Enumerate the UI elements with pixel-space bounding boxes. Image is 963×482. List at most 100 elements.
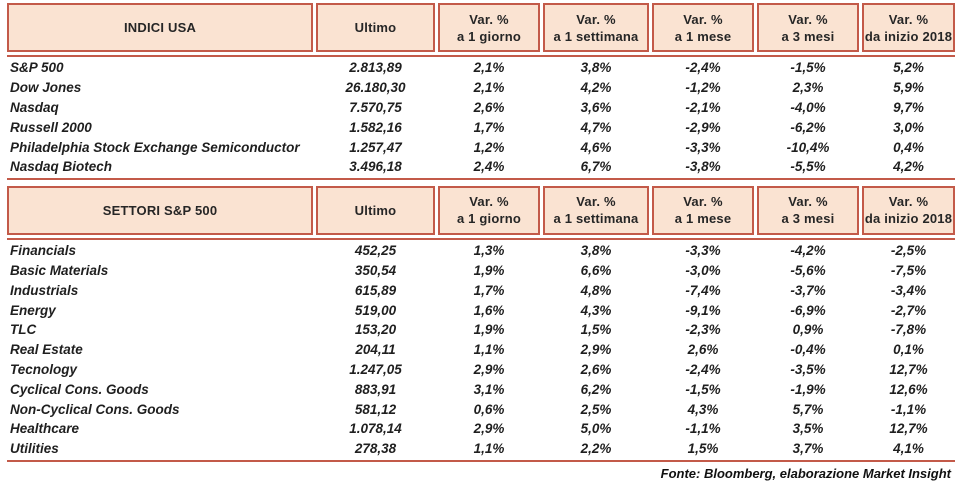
value-var-3-mesi: -1,5% <box>790 60 826 76</box>
header-period-label: a 1 mese <box>674 28 732 44</box>
row-label: S&P 500 <box>10 60 64 76</box>
value-var-1-mese: -2,1% <box>685 99 721 115</box>
header-cell-var-1-giorno: Var. % a 1 giorno <box>438 185 540 235</box>
table-row: Russell 2000 1.582,16 1,7% 4,7% -2,9% -6… <box>7 117 955 137</box>
value-var-inizio-2018: 4,1% <box>893 441 924 457</box>
header-var-label: Var. % <box>576 11 616 27</box>
header-var-label: Var. % <box>888 194 929 210</box>
header-divider-rule <box>7 237 955 240</box>
header-cell-var-inizio-2018: Var. % da inizio 2018 <box>862 3 955 52</box>
table-row: S&P 500 2.813,89 2,1% 3,8% -2,4% -1,5% 5… <box>7 58 955 78</box>
value-var-3-mesi: -5,5% <box>790 159 826 175</box>
header-ultimo-text: Ultimo <box>354 20 397 35</box>
value-var-1-settimana: 2,6% <box>580 361 612 377</box>
value-var-1-mese: -1,1% <box>685 421 721 437</box>
table-row: Philadelphia Stock Exchange Semiconducto… <box>7 137 955 157</box>
value-var-1-settimana: 3,6% <box>580 99 612 115</box>
value-var-1-settimana: 4,6% <box>580 139 612 155</box>
value-ultimo: 883,91 <box>354 381 397 397</box>
value-var-1-mese: 4,3% <box>687 401 719 417</box>
settori-sp500-table-body: Financials 452,25 1,3% 3,8% -3,3% -4,2% … <box>7 240 955 460</box>
row-label: Industrials <box>10 282 79 298</box>
table-row: Energy 519,00 1,6% 4,3% -9,1% -6,9% -2,7… <box>7 300 955 320</box>
value-var-1-giorno: 1,9% <box>473 262 505 278</box>
row-label: Real Estate <box>10 342 83 358</box>
value-var-1-giorno: 1,7% <box>473 119 505 135</box>
value-var-1-giorno: 1,9% <box>473 322 505 338</box>
value-var-inizio-2018: -3,4% <box>890 282 927 298</box>
value-var-inizio-2018: -2,7% <box>890 302 927 318</box>
value-var-1-mese: -2,4% <box>685 60 721 76</box>
value-var-1-giorno: 1,2% <box>473 139 505 155</box>
value-var-1-giorno: 3,1% <box>473 381 505 397</box>
value-var-1-giorno: 1,3% <box>473 243 505 259</box>
table-bottom-rule <box>7 459 955 462</box>
table-row: Non-Cyclical Cons. Goods 581,12 0,6% 2,5… <box>7 399 955 419</box>
header-cell-title: INDICI USA <box>7 3 313 52</box>
header-var-label: Var. % <box>683 11 723 27</box>
value-var-inizio-2018: 0,4% <box>893 139 924 155</box>
value-var-1-giorno: 1,7% <box>473 282 505 298</box>
value-var-1-settimana: 6,2% <box>580 381 612 397</box>
value-var-1-mese: -7,4% <box>685 282 721 298</box>
value-var-inizio-2018: 12,7% <box>889 421 928 437</box>
header-cell-var-1-giorno: Var. % a 1 giorno <box>438 3 540 52</box>
value-var-3-mesi: -5,6% <box>790 262 826 278</box>
table-row: TLC 153,20 1,9% 1,5% -2,3% 0,9% -7,8% <box>7 320 955 340</box>
header-var-label: Var. % <box>469 194 509 210</box>
row-label: Basic Materials <box>10 262 109 278</box>
value-var-1-mese: -2,4% <box>685 361 721 377</box>
header-period-label: da inizio 2018 <box>864 211 953 227</box>
value-ultimo: 452,25 <box>354 243 397 259</box>
row-label: Russell 2000 <box>10 119 92 135</box>
value-var-1-giorno: 2,1% <box>473 80 505 96</box>
value-var-1-giorno: 1,1% <box>473 441 505 457</box>
row-label: Energy <box>10 302 56 318</box>
value-var-inizio-2018: 9,7% <box>893 99 924 115</box>
settori-sp500-table: SETTORI S&P 500 Ultimo Var. % a 1 giorno… <box>7 185 955 462</box>
value-var-1-settimana: 2,2% <box>580 441 612 457</box>
table-row: Cyclical Cons. Goods 883,91 3,1% 6,2% -1… <box>7 379 955 399</box>
table-row: Industrials 615,89 1,7% 4,8% -7,4% -3,7%… <box>7 280 955 300</box>
value-var-1-giorno: 2,6% <box>473 99 505 115</box>
value-ultimo: 26.180,30 <box>345 80 406 96</box>
value-var-inizio-2018: 4,2% <box>893 159 924 175</box>
header-period-label: a 3 mesi <box>781 211 835 227</box>
value-var-1-settimana: 2,9% <box>580 342 612 358</box>
value-var-1-mese: -3,8% <box>685 159 721 175</box>
row-label: Philadelphia Stock Exchange Semiconducto… <box>10 139 300 155</box>
value-var-1-settimana: 5,0% <box>580 421 612 437</box>
value-ultimo: 204,11 <box>355 342 396 358</box>
value-var-1-settimana: 2,5% <box>580 401 612 417</box>
value-var-1-giorno: 1,6% <box>473 302 505 318</box>
table-row: Tecnology 1.247,05 2,9% 2,6% -2,4% -3,5%… <box>7 360 955 380</box>
header-title-text: SETTORI S&P 500 <box>102 202 218 218</box>
value-var-inizio-2018: 5,2% <box>893 60 924 76</box>
value-var-1-giorno: 2,9% <box>473 421 505 437</box>
header-cell-var-3-mesi: Var. % a 3 mesi <box>757 3 859 52</box>
table-row: Real Estate 204,11 1,1% 2,9% 2,6% -0,4% … <box>7 340 955 360</box>
value-var-1-settimana: 6,7% <box>580 159 612 175</box>
value-var-1-settimana: 4,8% <box>580 282 612 298</box>
header-var-label: Var. % <box>576 194 616 210</box>
value-var-1-settimana: 4,2% <box>580 80 612 96</box>
value-ultimo: 519,00 <box>354 302 397 318</box>
table-row: Dow Jones 26.180,30 2,1% 4,2% -1,2% 2,3%… <box>7 78 955 98</box>
value-ultimo: 1.078,14 <box>349 421 402 437</box>
header-period-label: a 1 giorno <box>456 28 522 44</box>
header-cell-var-1-mese: Var. % a 1 mese <box>652 3 754 52</box>
row-label: Nasdaq Biotech <box>10 159 113 175</box>
header-cell-var-1-settimana: Var. % a 1 settimana <box>543 185 649 235</box>
value-var-1-mese: -3,3% <box>685 243 721 259</box>
table-row: Basic Materials 350,54 1,9% 6,6% -3,0% -… <box>7 261 955 281</box>
value-var-1-mese: -1,2% <box>685 80 721 96</box>
value-var-3-mesi: -4,0% <box>790 99 826 115</box>
value-var-inizio-2018: 3,0% <box>893 119 924 135</box>
value-var-1-settimana: 6,6% <box>580 262 612 278</box>
header-period-label: a 3 mesi <box>781 28 835 44</box>
header-title-text: INDICI USA <box>123 20 197 35</box>
header-cell-var-inizio-2018: Var. % da inizio 2018 <box>862 185 955 235</box>
value-var-3-mesi: -1,9% <box>790 381 826 397</box>
value-var-1-mese: 2,6% <box>687 342 719 358</box>
